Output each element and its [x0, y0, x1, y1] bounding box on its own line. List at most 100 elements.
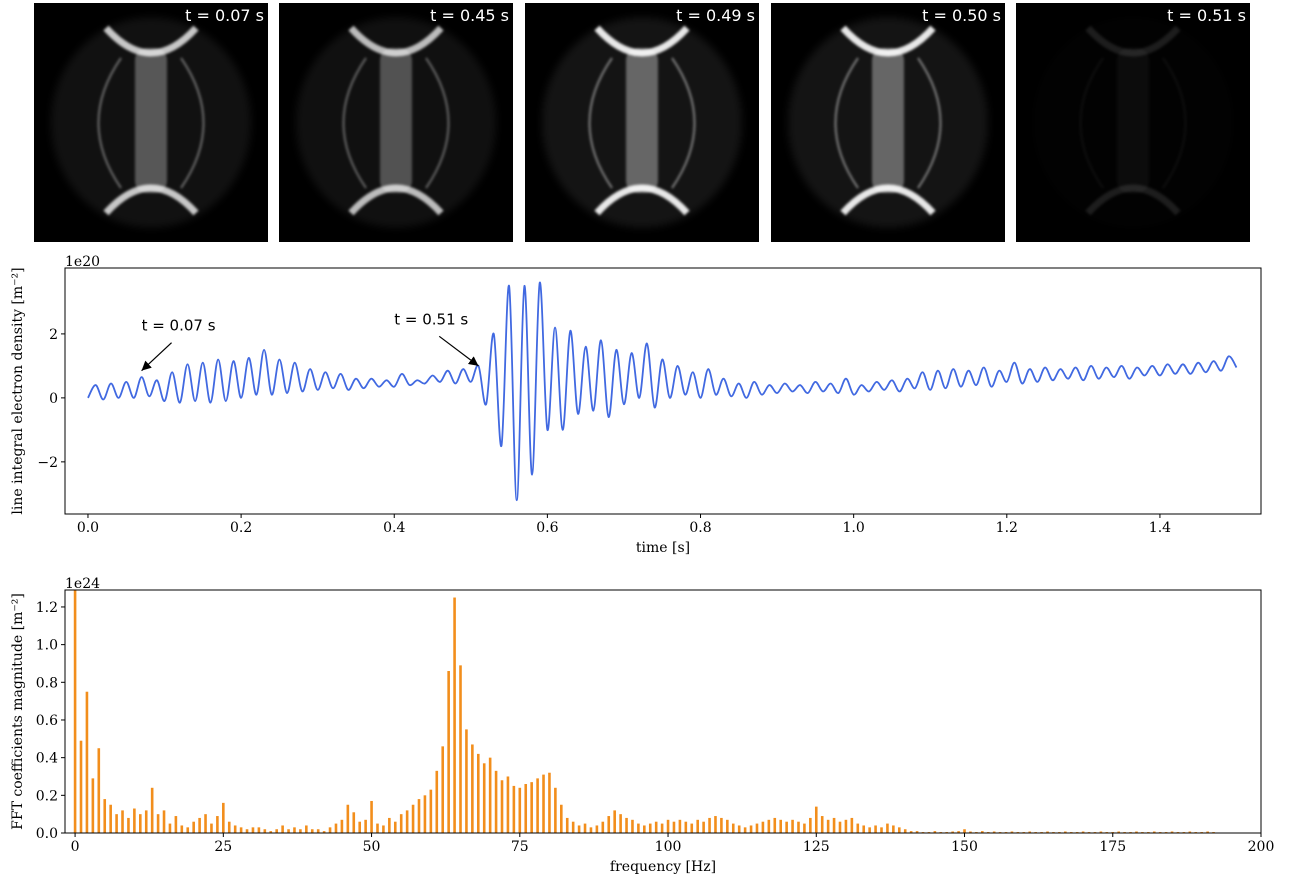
fft-bar [992, 831, 996, 833]
fft-bar [1117, 831, 1120, 833]
fft-bar [210, 823, 213, 833]
fft-bar [1152, 831, 1156, 833]
fft-bar [245, 829, 249, 833]
fft-bar [814, 806, 818, 833]
fft-bar [690, 823, 694, 833]
fft-bar [162, 810, 166, 833]
fft-bar [981, 831, 984, 833]
fft-bar [328, 827, 332, 833]
fft-bar [666, 819, 670, 833]
fft-bar [127, 817, 130, 833]
axes-frame [64, 267, 1262, 515]
fft-bar [672, 821, 676, 833]
fft-bar [192, 821, 195, 833]
fft-bar [441, 746, 445, 833]
x-tick-label: 125 [803, 839, 830, 855]
fft-bar [874, 825, 877, 833]
upper-divertor [840, 25, 936, 57]
fft-bar [767, 819, 771, 833]
fft-bar [512, 785, 516, 833]
fft-bar [156, 814, 160, 833]
y-tick-label: 0.4 [36, 751, 58, 767]
fft-bar [631, 819, 634, 833]
fft-bar [423, 795, 427, 833]
fft-bar [773, 817, 777, 833]
axes-frame [64, 589, 1262, 834]
fft-bar [370, 800, 373, 833]
fft-bar [643, 825, 646, 833]
density-line [87, 281, 1238, 502]
x-tick-label: 1.4 [1149, 520, 1171, 536]
x-tick-label: 25 [214, 839, 232, 855]
fft-bar [275, 829, 278, 833]
fft-bar [560, 804, 563, 833]
camera-frame: t = 0.45 s [279, 3, 513, 242]
fft-bar [809, 817, 812, 833]
fft-bar [737, 825, 741, 833]
fft-bar [97, 748, 101, 833]
annotation-text: t = 0.51 s [394, 310, 468, 328]
x-tick-label: 1.0 [843, 520, 865, 536]
fft-bar [726, 819, 729, 833]
fft-bar [554, 787, 557, 833]
upper-divertor [103, 25, 199, 57]
frame-label: t = 0.07 s [185, 6, 264, 25]
fft-bar [471, 744, 474, 833]
fft-bar [892, 825, 895, 833]
fft-bar [542, 774, 545, 833]
fft-bar [109, 804, 112, 833]
fft-bar [204, 814, 207, 833]
fft-bar [263, 829, 267, 833]
fft-bar [957, 831, 960, 833]
separatrix [834, 57, 942, 189]
y-axis-label: line integral electron density [m⁻²] [10, 267, 26, 514]
fft-bar [880, 827, 883, 833]
fft-bar [886, 823, 889, 833]
offset-text: 1e20 [65, 254, 100, 270]
fft-bar [281, 825, 284, 833]
fft-bar [233, 825, 237, 833]
fft-bar [577, 825, 581, 833]
fft-bar [133, 808, 136, 833]
fft-bar [79, 740, 83, 833]
fft-bar [625, 817, 628, 833]
fft-bar [1170, 831, 1174, 833]
centre-column [872, 48, 904, 193]
fft-bar [684, 821, 688, 833]
fft-bar [340, 819, 344, 833]
fft-bar [637, 823, 640, 833]
fft-bar [1028, 831, 1032, 833]
fft-bar [820, 816, 824, 833]
fft-bar [803, 823, 806, 833]
fft-bar [755, 823, 759, 833]
fft-bar [832, 817, 836, 833]
fft-bar [791, 819, 794, 833]
fft-bar [903, 829, 907, 833]
fft-bar [198, 817, 201, 833]
frame-label: t = 0.45 s [430, 6, 509, 25]
y-tick-label: 0 [49, 391, 58, 407]
fft-bar [476, 753, 480, 833]
fft-bar [168, 823, 172, 833]
centre-column [626, 48, 658, 193]
fft-bar [951, 831, 954, 833]
fft-bar [382, 825, 385, 833]
plot-area [87, 281, 1238, 502]
fft-bar [417, 799, 421, 833]
fft-bar [216, 816, 219, 833]
frame-label: t = 0.51 s [1167, 6, 1246, 25]
fft-bar [779, 819, 783, 833]
fft-bar [305, 825, 308, 833]
fft-bar [85, 691, 89, 833]
fft-bar [844, 819, 848, 833]
y-tick-label: 0.0 [36, 826, 58, 842]
fft-bar [607, 816, 611, 833]
fft-bar [346, 804, 350, 833]
fft-bar [429, 789, 433, 833]
fft-bar [500, 780, 504, 833]
x-tick-label: 200 [1248, 839, 1275, 855]
fft-bar [310, 829, 314, 833]
fft-bar [376, 823, 379, 833]
camera-frame: t = 0.07 s [34, 3, 268, 242]
x-tick-label: 50 [363, 839, 381, 855]
